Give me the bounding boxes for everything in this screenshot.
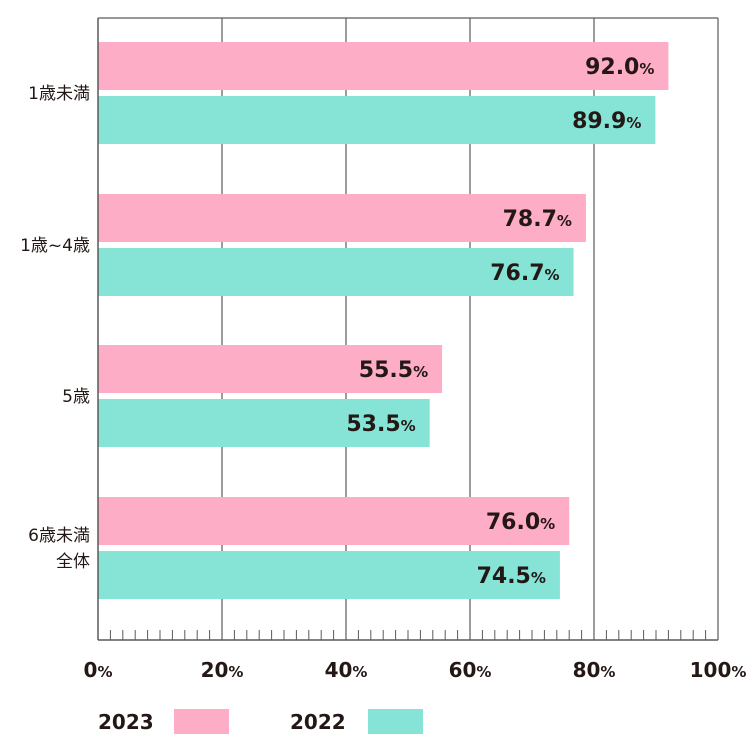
data-label-2023-2: 55.5% <box>359 358 428 383</box>
bar-2023-3 <box>98 497 570 545</box>
category-label-0: 1歳未満 <box>28 84 90 104</box>
bars <box>98 42 669 599</box>
data-label-2023-3: 76.0% <box>486 510 555 535</box>
x-tick-label-40: 40% <box>325 658 368 682</box>
data-label-2022-3: 74.5% <box>477 564 546 589</box>
x-tick-label-0: 0% <box>84 658 113 682</box>
data-label-2022-1: 76.7% <box>490 261 559 286</box>
legend-swatch-2023 <box>174 709 229 734</box>
data-label-2023-0: 92.0% <box>585 55 654 80</box>
data-label-2022-0: 89.9% <box>572 109 641 134</box>
bar-2023-0 <box>98 42 669 90</box>
data-label-2023-1: 78.7% <box>503 207 572 232</box>
bar-2022-3 <box>98 551 560 599</box>
bar-2022-1 <box>98 248 574 296</box>
x-tick-label-20: 20% <box>201 658 244 682</box>
data-labels: 92.0% 89.9% 78.7% 76.7% 55.5% 53.5% 76.0% 74.5% <box>346 55 654 589</box>
legend: 2023 2022 <box>98 709 423 734</box>
x-tick-label-60: 60% <box>449 658 492 682</box>
data-label-2022-2: 53.5% <box>346 412 415 437</box>
legend-label-2022: 2022 <box>290 710 346 734</box>
bar-2023-1 <box>98 194 586 242</box>
bar-2022-2 <box>98 399 430 447</box>
category-labels: 1歳未満 1歳~4歳 5歳 6歳未満全体 <box>20 84 90 572</box>
category-label-2: 5歳 <box>62 387 90 407</box>
x-tick-label-80: 80% <box>573 658 616 682</box>
category-label-3: 6歳未満全体 <box>28 526 90 572</box>
category-label-1: 1歳~4歳 <box>20 236 90 256</box>
legend-label-2023: 2023 <box>98 710 154 734</box>
x-axis: 0% 20% 40% 60% 80% 100% <box>84 17 747 682</box>
x-tick-label-100: 100% <box>690 658 747 682</box>
bar-2023-2 <box>98 345 443 393</box>
bar-2022-0 <box>98 96 656 144</box>
legend-swatch-2022 <box>368 709 423 734</box>
